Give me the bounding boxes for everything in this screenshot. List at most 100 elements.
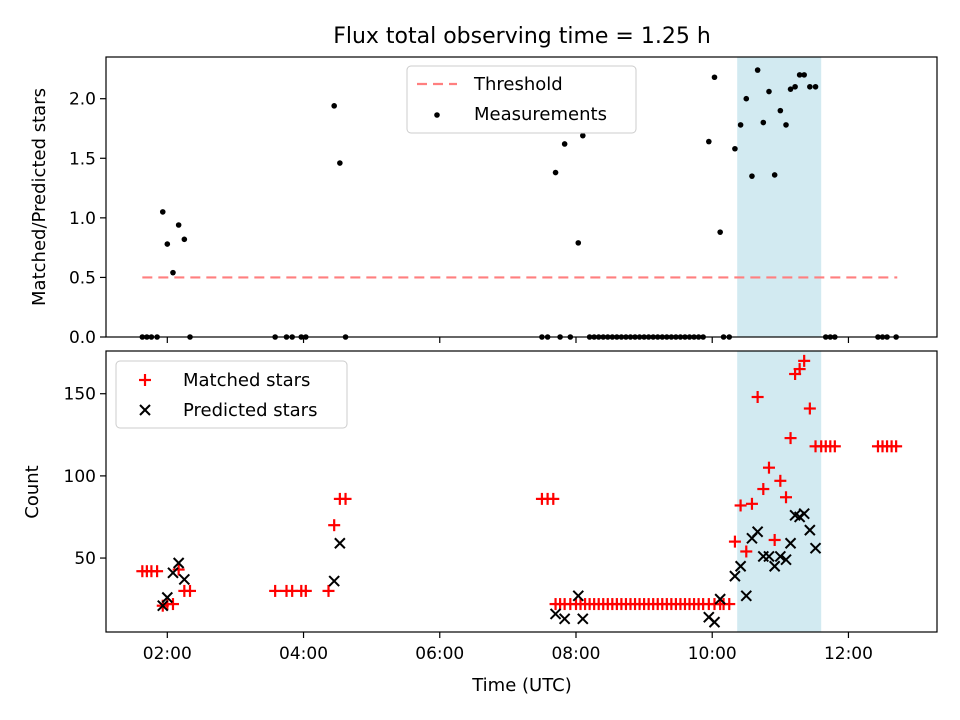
top-panel: 0.00.51.01.52.0 Matched/Predicted stars …	[29, 56, 938, 348]
measurement-point	[766, 88, 772, 95]
measurement-point	[552, 169, 559, 176]
matched-stars-point	[803, 402, 816, 415]
measurement-point	[175, 222, 182, 228]
x-tick-label: 12:00	[824, 644, 873, 664]
bottom-legend-box	[115, 360, 348, 429]
legend-matched-swatch	[139, 374, 151, 386]
predicted-stars-point	[328, 575, 340, 587]
matched-stars-point	[172, 563, 185, 576]
measurement-point	[164, 241, 171, 247]
measurement-point	[711, 74, 718, 81]
predicted-stars-point	[549, 608, 562, 620]
bottom-legend: Matched stars Predicted stars	[115, 360, 348, 429]
measurement-point	[743, 95, 750, 102]
bottom-shaded-span	[737, 351, 822, 632]
matched-stars-point	[151, 565, 164, 578]
matched-stars-point	[269, 584, 282, 597]
y-tick-label: 2.0	[69, 90, 96, 110]
legend-threshold-label: Threshold	[473, 74, 563, 95]
measurement-point	[749, 173, 755, 179]
matched-stars-point	[793, 363, 806, 376]
y-tick-label: 100	[64, 467, 96, 487]
matched-stars-point	[774, 474, 787, 487]
matched-stars-point	[784, 432, 797, 445]
predicted-stars-point	[157, 600, 169, 612]
measurement-point	[159, 209, 166, 215]
predicted-stars-point	[729, 570, 741, 582]
predicted-stars-point	[763, 550, 775, 563]
y-tick-label: 0.0	[69, 328, 96, 348]
predicted-stars-point	[558, 613, 571, 625]
measurement-point	[337, 160, 343, 166]
predicted-stars-point	[798, 507, 810, 520]
predicted-stars-point	[172, 557, 185, 569]
x-tick-label: 10:00	[688, 644, 737, 664]
measurement-point	[792, 83, 798, 90]
matched-stars-point	[828, 440, 841, 453]
matched-stars-point	[734, 499, 747, 512]
measurement-point	[732, 145, 738, 152]
predicted-stars-point	[784, 537, 797, 549]
predicted-stars-point	[768, 560, 781, 572]
matched-stars-point	[184, 584, 197, 597]
matched-stars-point	[751, 391, 764, 404]
legend-measurements-swatch	[434, 112, 440, 118]
predicted-stars-point	[740, 590, 752, 602]
matched-stars-point	[780, 491, 793, 504]
top-shaded-span	[737, 57, 822, 337]
y-tick-label: 50	[74, 549, 96, 569]
predicted-stars-point	[809, 542, 822, 554]
legend-measurements-label: Measurements	[474, 104, 607, 125]
figure-title: Flux total observing time = 1.25 h	[333, 24, 711, 49]
predicted-stars-point	[774, 550, 787, 563]
predicted-stars-point	[161, 591, 174, 604]
matched-stars-point	[890, 440, 903, 453]
measurement-point	[787, 86, 794, 92]
measurement-point	[706, 138, 712, 145]
measurement-point	[812, 83, 819, 90]
legend-matched-label: Matched stars	[183, 370, 310, 391]
bottom-x-ticks: 02:00 04:00 06:00 08:00 10:00 12:00	[143, 632, 873, 664]
x-tick-label: 02:00	[143, 644, 192, 664]
y-tick-label: 1.5	[69, 149, 96, 169]
matched-stars-point	[728, 535, 741, 548]
top-legend-box	[406, 65, 637, 134]
top-plot-frame	[105, 56, 938, 338]
measurement-point	[575, 240, 582, 246]
matched-stars-point	[745, 497, 758, 510]
top-x-ticks	[166, 337, 850, 343]
x-tick-label: 04:00	[279, 644, 328, 664]
bottom-y-ticks: 50 100 150	[64, 385, 106, 569]
matched-stars-point	[757, 483, 770, 496]
measurement-point	[754, 67, 761, 73]
matched-stars-point	[740, 545, 753, 558]
predicted-stars-point	[804, 524, 816, 536]
measurement-point	[170, 269, 176, 276]
predicted-stars-point	[780, 553, 792, 566]
measurement-point	[717, 229, 723, 235]
matched-stars-point	[299, 584, 312, 597]
bottom-y-axis-label: Count	[22, 465, 43, 518]
top-y-ticks: 0.0 0.5 1.0 1.5 2.0	[69, 90, 106, 348]
top-legend: Threshold Measurements	[406, 65, 637, 134]
measurement-point	[796, 72, 803, 78]
matched-stars-point	[798, 354, 811, 367]
x-tick-label: 08:00	[551, 644, 600, 664]
predicted-stars-point	[734, 560, 747, 572]
measurement-point	[561, 141, 568, 147]
measurement-point	[807, 83, 813, 90]
matched-stars-point	[768, 533, 781, 546]
measurement-point	[181, 236, 188, 243]
measurement-point	[771, 172, 778, 178]
y-tick-label: 0.5	[69, 268, 96, 288]
bottom-points-group	[136, 354, 903, 628]
predicted-stars-point	[334, 537, 346, 549]
predicted-stars-point	[577, 613, 589, 625]
measurement-point	[737, 122, 744, 128]
top-y-axis-label: Matched/Predicted stars	[29, 88, 50, 306]
predicted-stars-point	[167, 567, 179, 579]
matched-stars-point	[547, 492, 560, 505]
measurement-point	[801, 72, 807, 78]
matched-stars-point	[166, 598, 179, 611]
